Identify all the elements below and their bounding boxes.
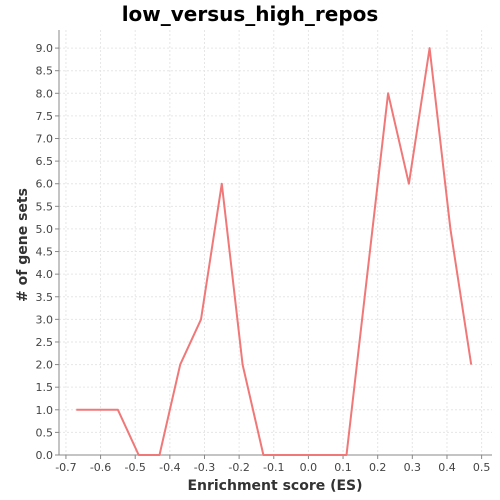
x-tick-label: 0.5 [473,461,491,474]
y-tick-label: 6.0 [36,178,54,191]
x-tick-label: 0.4 [438,461,456,474]
x-tick-label: 0.2 [369,461,387,474]
x-tick-label: -0.2 [228,461,249,474]
x-tick-label: -0.4 [159,461,180,474]
y-tick-label: 8.0 [36,87,54,100]
x-tick-label: 0.3 [404,461,422,474]
y-tick-label: 5.5 [36,200,54,213]
y-tick-label: 1.0 [36,404,54,417]
y-tick-label: 5.0 [36,223,54,236]
grid-lines [59,30,492,456]
y-tick-label: 0.5 [36,426,54,439]
x-tick-label: 0.0 [300,461,318,474]
y-tick-label: 7.0 [36,133,54,146]
y-tick-label: 9.0 [36,42,54,55]
x-tick-label: 0.1 [334,461,352,474]
x-tick-label: -0.6 [90,461,111,474]
y-tick-label: 1.5 [36,381,54,394]
x-axis-label: Enrichment score (ES) [187,478,362,494]
y-tick-label: 6.5 [36,155,54,168]
chart-title: low_versus_high_repos [122,2,379,26]
y-axis: 0.0 0.5 1.0 1.5 2.0 2.5 3.0 3.5 4.0 4.5 5.0 5.5 6.0 6… [36,42,59,462]
y-tick-label: 7.5 [36,110,54,123]
x-tick-label: -0.5 [124,461,145,474]
x-tick-label: -0.3 [194,461,215,474]
y-axis-label: # of gene sets [15,188,31,302]
y-tick-label: 0.0 [36,449,54,462]
series-line-0 [76,47,473,456]
y-tick-label: 2.0 [36,359,54,372]
x-tick-label: -0.1 [263,461,284,474]
y-tick-label: 8.5 [36,65,54,78]
y-tick-label: 4.5 [36,246,54,259]
y-tick-label: 3.0 [36,313,54,326]
y-tick-label: 4.0 [36,268,54,281]
y-tick-label: 2.5 [36,336,54,349]
series-lines [76,47,473,456]
x-tick-label: -0.7 [55,461,76,474]
x-axis: -0.7 -0.6 -0.5 -0.4 -0.3 -0.2 -0.1 0.0 0.1 0.2 0.3… [55,455,490,474]
y-tick-label: 3.5 [36,291,54,304]
